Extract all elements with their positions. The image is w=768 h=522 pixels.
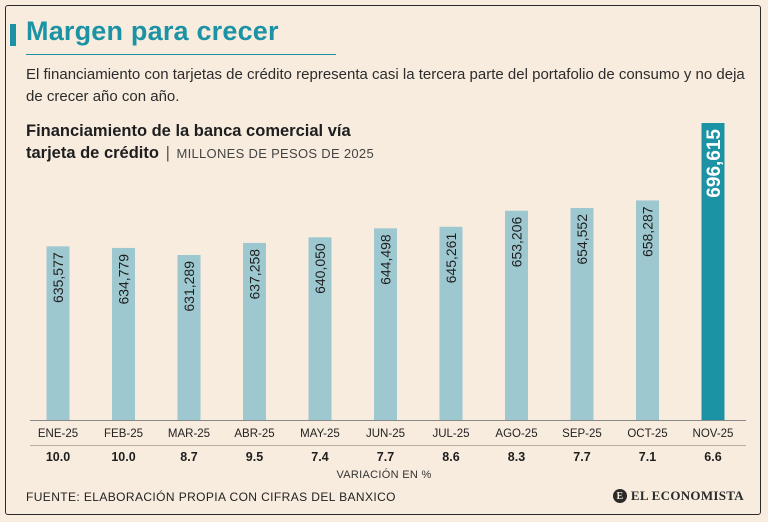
frame-border [5, 5, 761, 515]
chart-units: MILLONES DE PESOS DE 2025 [176, 146, 374, 161]
bar-value-label: 631,289 [181, 261, 197, 312]
logo-mark-icon: E [612, 489, 627, 503]
category-label: JUN-25 [366, 428, 405, 440]
bar-mar-25 [177, 255, 201, 420]
bar-value-label: 654,552 [574, 214, 590, 265]
category-label: FEB-25 [104, 428, 143, 440]
variation-value: 9.5 [246, 450, 263, 464]
variation-value: 7.7 [377, 450, 394, 464]
variation-axis-label: VARIACIÓN EN % [336, 469, 432, 481]
variation-value: 8.7 [180, 450, 197, 464]
bar-value-label: 696,615 [704, 129, 725, 198]
variation-value: 10.0 [46, 450, 70, 464]
publisher-logo: E EL ECONOMISTA [612, 488, 744, 504]
category-label: AGO-25 [495, 428, 537, 440]
category-label: OCT-25 [627, 428, 667, 440]
intro-text: El financiamiento con tarjetas de crédit… [26, 66, 745, 105]
variation-value: 8.3 [508, 450, 525, 464]
source-note: FUENTE: ELABORACIÓN PROPIA CON CIFRAS DE… [26, 490, 396, 504]
variation-value: 8.6 [442, 450, 459, 464]
logo-text: EL ECONOMISTA [630, 488, 744, 503]
bar-oct-25 [636, 200, 659, 420]
title-underline [26, 54, 336, 55]
title-accent-bar [10, 24, 16, 46]
category-label: ABR-25 [234, 428, 274, 440]
bar-abr-25 [243, 242, 266, 420]
category-label: MAY-25 [300, 428, 340, 440]
chart-title: Financiamiento de la banca comercial vía… [26, 120, 446, 165]
bar-value-label: 635,577 [50, 252, 66, 303]
bar-jul-25 [439, 226, 463, 420]
bar-value-label: 653,206 [509, 217, 525, 268]
bar-may-25 [308, 237, 332, 420]
category-label: SEP-25 [562, 428, 602, 440]
variation-value: 7.7 [573, 450, 590, 464]
chart-title-line1: Financiamiento de la banca comercial vía [26, 122, 351, 140]
bar-value-label: 658,287 [640, 206, 656, 257]
page-title: Margen para crecer [26, 16, 279, 46]
category-label: JUL-25 [432, 428, 469, 440]
category-label: MAR-25 [168, 428, 210, 440]
variation-value: 6.6 [704, 450, 721, 464]
chart-title-line2: tarjeta de crédito [26, 144, 159, 162]
bar-value-label: 637,258 [247, 249, 263, 300]
bar-value-label: 640,050 [312, 243, 328, 294]
bar-value-label: 634,779 [116, 254, 132, 305]
category-label: ENE-25 [38, 428, 78, 440]
bar-nov-25 [701, 123, 725, 420]
variation-value: 7.4 [311, 450, 328, 464]
bar-value-label: 645,261 [443, 233, 459, 284]
bar-ene-25 [46, 246, 70, 420]
category-label: NOV-25 [693, 428, 734, 440]
bar-sep-25 [570, 207, 594, 420]
bar-feb-25 [112, 247, 135, 420]
chart-title-separator: | [165, 144, 170, 162]
bar-jun-25 [374, 228, 397, 420]
variation-value: 7.1 [639, 450, 656, 464]
variation-value: 10.0 [111, 450, 135, 464]
bar-ago-25 [505, 210, 528, 420]
bar-value-label: 644,498 [378, 234, 394, 285]
